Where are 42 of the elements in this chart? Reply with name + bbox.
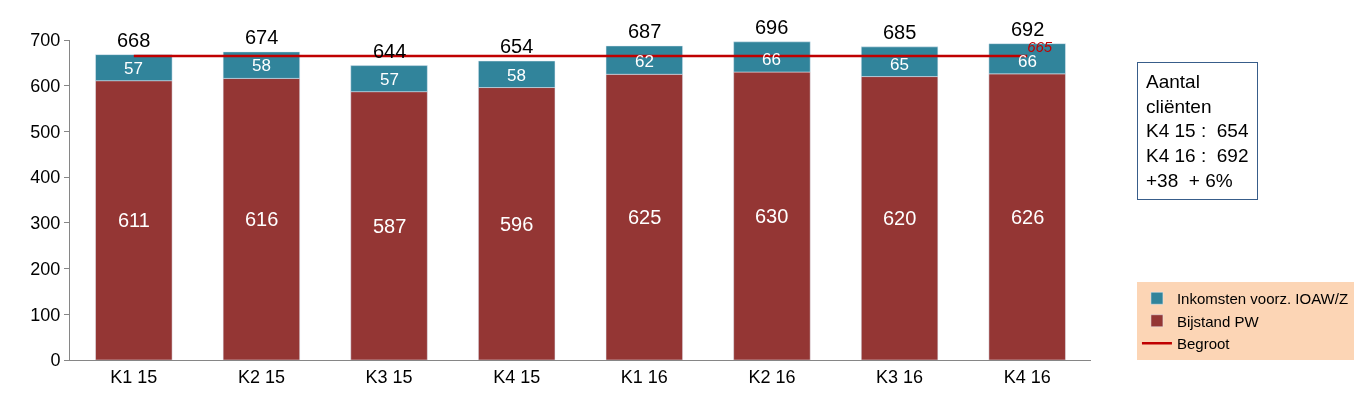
data-label: 596 — [500, 213, 534, 235]
data-label: 58 — [252, 56, 271, 75]
total-label: 668 — [117, 29, 151, 51]
data-label: 611 — [118, 209, 150, 231]
data-label: 587 — [373, 215, 407, 237]
x-tick-label: K4 16 — [1003, 366, 1051, 387]
y-tick-label: 100 — [30, 304, 61, 325]
text: Aantal cliënten K4 15 : 654 K4 16 : 692 +38 + 6% — [1146, 71, 1249, 191]
y-tick-label: 600 — [30, 76, 61, 97]
x-tick-label: K2 15 — [237, 366, 285, 387]
data-label: 57 — [124, 59, 143, 78]
x-tick-label: K3 15 — [365, 366, 413, 387]
data-label: 620 — [883, 207, 917, 229]
data-label: 630 — [755, 205, 789, 227]
total-label: 687 — [628, 20, 662, 42]
y-tick-label: 700 — [30, 30, 61, 51]
data-label: 57 — [380, 70, 399, 89]
total-label: 685 — [883, 21, 917, 43]
data-label: 625 — [628, 206, 662, 228]
total-label: 696 — [755, 16, 789, 38]
data-label: 65 — [890, 55, 909, 74]
y-tick-label: 300 — [30, 213, 61, 234]
legend-label: Inkomsten voorz. IOAW/Z — [1176, 290, 1349, 308]
total-label: 674 — [245, 26, 279, 48]
data-label: 66 — [1018, 52, 1037, 71]
y-tick-label: 0 — [50, 350, 61, 371]
x-tick-label: K1 16 — [620, 366, 668, 387]
y-tick-label: 400 — [30, 167, 61, 188]
data-label: 626 — [1011, 206, 1045, 228]
data-label: 58 — [507, 66, 526, 85]
total-label: 692 — [1011, 18, 1045, 40]
y-tick-label: 500 — [30, 121, 61, 142]
data-label: 62 — [635, 52, 654, 71]
total-label: 654 — [500, 35, 534, 57]
x-tick-label: K4 15 — [493, 366, 541, 387]
x-tick-label: K3 16 — [876, 366, 924, 387]
data-label: 616 — [245, 208, 279, 230]
y-tick-label: 200 — [30, 258, 61, 279]
legend-label: Begroot — [1176, 335, 1231, 353]
x-tick-label: K1 15 — [110, 366, 158, 387]
x-tick-label: K2 16 — [748, 366, 796, 387]
legend-label: Bijstand PW — [1176, 312, 1260, 330]
